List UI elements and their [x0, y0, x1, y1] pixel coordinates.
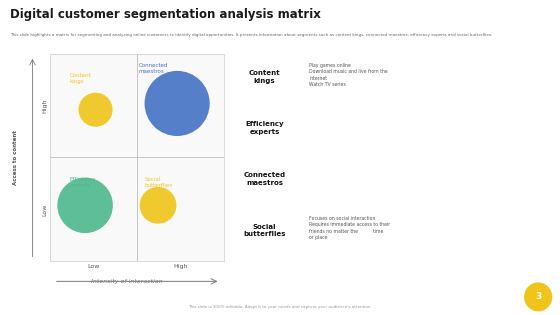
Text: Social
butterflies: Social butterflies — [144, 177, 172, 188]
Text: Social
butterflies: Social butterflies — [244, 224, 286, 237]
Text: Connected
maestros: Connected maestros — [139, 62, 169, 74]
Text: Intensity of interaction: Intensity of interaction — [91, 279, 162, 284]
Text: Digital customer segmentation analysis matrix: Digital customer segmentation analysis m… — [10, 8, 321, 21]
Circle shape — [525, 283, 552, 311]
Point — [81, 203, 90, 208]
Text: Connected
maestros: Connected maestros — [244, 173, 286, 186]
Text: Play games online
Download music and live from the
internet
Watch TV series: Play games online Download music and liv… — [310, 63, 388, 87]
Text: Content
kings: Content kings — [249, 71, 281, 84]
Text: 3: 3 — [535, 292, 542, 301]
Point — [153, 203, 162, 208]
Text: Efficiency
experts: Efficiency experts — [69, 177, 96, 188]
Text: This slide highlights a matrix for segmenting and analyzing online customers to : This slide highlights a matrix for segme… — [10, 33, 492, 37]
Text: Focuses on social interaction
Requires immediate access to their
friends no matt: Focuses on social interaction Requires i… — [310, 216, 390, 240]
Text: Use digital units to make life easier
Send e-mails instead of letters
Communicat: Use digital units to make life easier Se… — [310, 114, 390, 138]
Text: Efficiency
experts: Efficiency experts — [245, 122, 284, 135]
Text: Have a sophisticated approach to
media consumption than the other
personality ty: Have a sophisticated approach to media c… — [310, 168, 389, 186]
Text: Content
kings: Content kings — [69, 73, 91, 84]
Text: This slide is 100% editable. Adapt it to your needs and capture your audience's : This slide is 100% editable. Adapt it to… — [188, 305, 372, 309]
Text: Access to content: Access to content — [13, 130, 18, 185]
Point — [91, 107, 100, 112]
Point — [172, 101, 181, 106]
